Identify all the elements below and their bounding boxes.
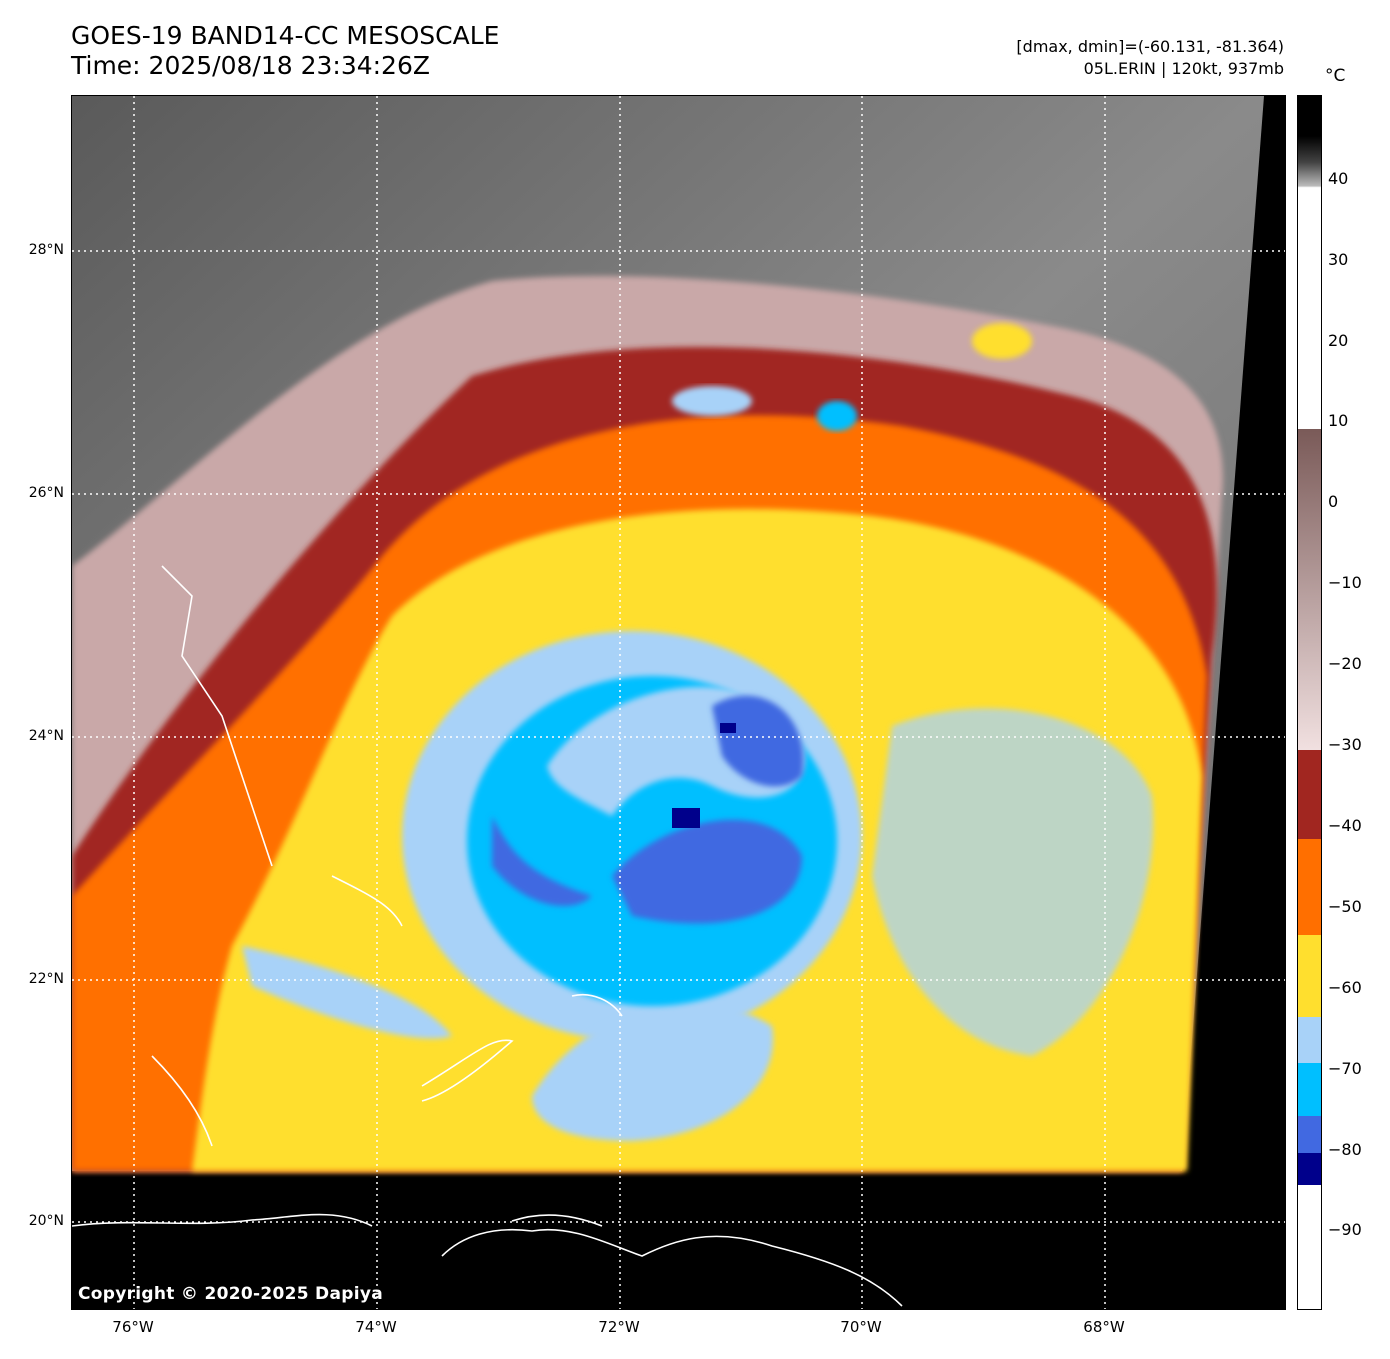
satellite-imagery — [72, 96, 1285, 1309]
lon-label-68w: 68°W — [1083, 1318, 1125, 1336]
colorbar-tick: 0 — [1328, 492, 1339, 511]
colorbar-tick: −40 — [1328, 816, 1362, 835]
lat-label-20n: 20°N — [28, 1213, 64, 1229]
chart-time: Time: 2025/08/18 23:34:26Z — [71, 51, 430, 80]
colorbar-tick: −30 — [1328, 735, 1362, 754]
colorbar-unit: °C — [1325, 66, 1346, 86]
colorbar-tick: −90 — [1328, 1220, 1362, 1239]
colorbar-tick: −10 — [1328, 573, 1362, 592]
lon-label-72w: 72°W — [598, 1318, 640, 1336]
copyright-notice: Copyright © 2020-2025 Dapiya — [78, 1284, 383, 1304]
graticule — [72, 96, 1285, 1309]
colorbar-tick: −50 — [1328, 897, 1362, 916]
lon-label-70w: 70°W — [840, 1318, 882, 1336]
lon-label-74w: 74°W — [355, 1318, 397, 1336]
coastlines — [72, 565, 903, 1307]
colorbar-tick: −70 — [1328, 1059, 1362, 1078]
lat-label-26n: 26°N — [28, 485, 64, 501]
colorbar-tick: 40 — [1328, 169, 1349, 188]
colorbar-tick: −80 — [1328, 1140, 1362, 1159]
colorbar-gradient — [1298, 96, 1321, 1309]
lat-label-24n: 24°N — [28, 728, 64, 744]
satellite-map: Copyright © 2020-2025 Dapiya — [71, 95, 1286, 1310]
lon-label-76w: 76°W — [112, 1318, 154, 1336]
lat-label-22n: 22°N — [28, 971, 64, 987]
colorbar-tick: −60 — [1328, 978, 1362, 997]
colorbar-tick: −20 — [1328, 654, 1362, 673]
colorbar — [1297, 95, 1322, 1310]
coldest-pixels — [672, 808, 700, 828]
lat-label-28n: 28°N — [28, 242, 64, 258]
storm-info: 05L.ERIN | 120kt, 937mb — [1083, 59, 1284, 78]
data-range: [dmax, dmin]=(-60.131, -81.364) — [1016, 37, 1284, 56]
chart-title: GOES-19 BAND14-CC MESOSCALE — [71, 21, 500, 50]
colorbar-tick: 20 — [1328, 331, 1349, 350]
imagery-swath — [72, 96, 1264, 1171]
colorbar-tick: 10 — [1328, 411, 1349, 430]
colorbar-tick: 30 — [1328, 250, 1349, 269]
